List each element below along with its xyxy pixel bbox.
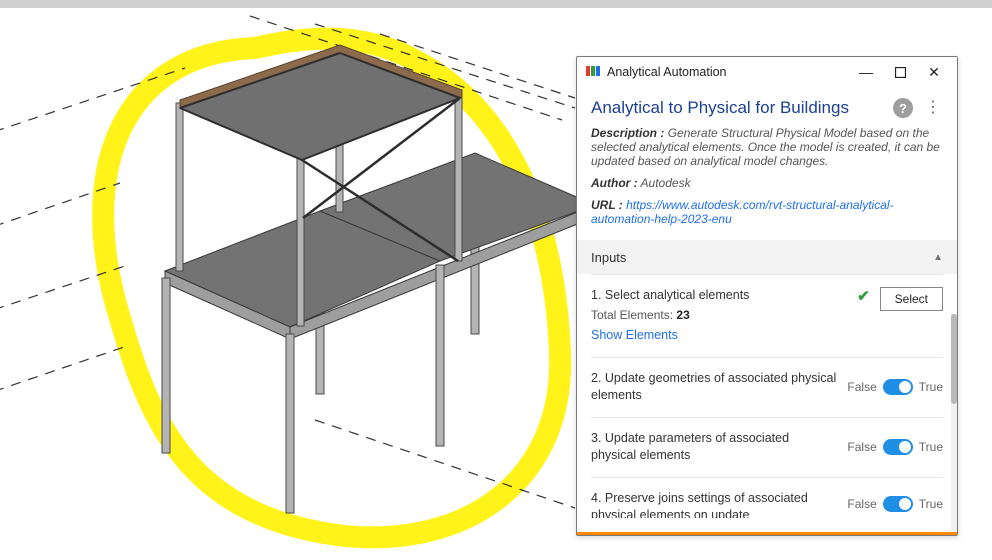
collapse-icon[interactable]: ▲ bbox=[933, 252, 943, 263]
panel-body: Analytical to Physical for Buildings ? ⋮… bbox=[577, 88, 957, 535]
description-block: Description : Generate Structural Physic… bbox=[591, 126, 943, 168]
input4-toggle[interactable] bbox=[883, 496, 913, 512]
author-text: Autodesk bbox=[641, 176, 691, 190]
url-block: URL : https://www.autodesk.com/rvt-struc… bbox=[591, 198, 943, 226]
scrollbar-thumb[interactable] bbox=[951, 314, 957, 404]
show-elements-link[interactable]: Show Elements bbox=[591, 327, 847, 345]
select-button[interactable]: Select bbox=[880, 287, 943, 311]
inputs-section-header[interactable]: Inputs ▲ bbox=[577, 240, 957, 274]
url-link[interactable]: https://www.autodesk.com/rvt-structural-… bbox=[591, 198, 894, 226]
input1-count-label: Total Elements: bbox=[591, 308, 673, 322]
toggle-true-label-3: True bbox=[919, 440, 943, 454]
minimize-button[interactable]: ― bbox=[849, 59, 883, 85]
toggle-false-label: False bbox=[847, 380, 876, 394]
input4-label: 4. Preserve joins settings of associated… bbox=[591, 490, 837, 518]
app-top-bar bbox=[0, 0, 992, 8]
kebab-menu-icon[interactable]: ⋮ bbox=[921, 100, 943, 116]
panel-titlebar[interactable]: Analytical Automation ― ✕ bbox=[577, 57, 957, 88]
input3-label: 3. Update parameters of associated physi… bbox=[591, 430, 837, 465]
input-row-3: 3. Update parameters of associated physi… bbox=[591, 417, 943, 477]
url-label: URL : bbox=[591, 198, 623, 212]
panel-title: Analytical Automation bbox=[607, 65, 849, 79]
check-icon: ✔ bbox=[857, 287, 870, 305]
toggle-false-label-4: False bbox=[847, 497, 876, 511]
toggle-true-label: True bbox=[919, 380, 943, 394]
close-button[interactable]: ✕ bbox=[917, 59, 951, 85]
maximize-button[interactable] bbox=[883, 59, 917, 85]
input2-toggle[interactable] bbox=[883, 379, 913, 395]
input-row-2: 2. Update geometries of associated physi… bbox=[591, 357, 943, 417]
input2-label: 2. Update geometries of associated physi… bbox=[591, 370, 837, 405]
author-block: Author : Autodesk bbox=[591, 176, 943, 190]
panel-bottom-accent bbox=[577, 532, 957, 535]
input-row-1: 1. Select analytical elements Total Elem… bbox=[591, 274, 943, 357]
app-icon bbox=[585, 64, 601, 81]
script-heading: Analytical to Physical for Buildings bbox=[591, 98, 849, 118]
scrollbar[interactable] bbox=[951, 314, 957, 535]
input1-count: 23 bbox=[676, 308, 689, 322]
automation-panel: Analytical Automation ― ✕ Analytical to … bbox=[576, 56, 958, 536]
help-icon[interactable]: ? bbox=[893, 98, 913, 118]
inputs-label: Inputs bbox=[591, 250, 626, 265]
toggle-true-label-4: True bbox=[919, 497, 943, 511]
description-label: Description : bbox=[591, 126, 664, 140]
input3-toggle[interactable] bbox=[883, 439, 913, 455]
input-row-4: 4. Preserve joins settings of associated… bbox=[591, 477, 943, 520]
toggle-false-label-3: False bbox=[847, 440, 876, 454]
input1-label: 1. Select analytical elements bbox=[591, 287, 847, 305]
author-label: Author : bbox=[591, 176, 638, 190]
